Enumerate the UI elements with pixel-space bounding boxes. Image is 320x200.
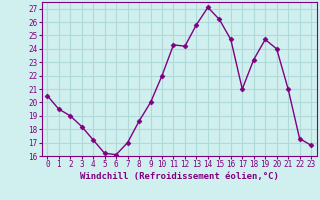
X-axis label: Windchill (Refroidissement éolien,°C): Windchill (Refroidissement éolien,°C) <box>80 172 279 181</box>
